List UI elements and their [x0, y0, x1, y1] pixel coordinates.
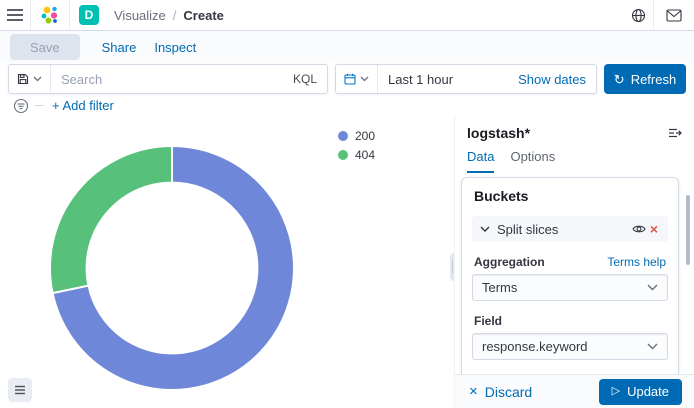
tab-data[interactable]: Data: [467, 149, 495, 173]
search-bar: KQL: [8, 64, 328, 94]
header-right-actions: [623, 0, 694, 30]
breadcrumb: Visualize / Create: [114, 8, 224, 23]
update-label: Update: [627, 384, 669, 399]
sidebar-footer: × Discard ▷ Update: [455, 374, 694, 408]
elastic-logo-icon: [41, 6, 58, 24]
filter-drop-hint: [35, 105, 44, 106]
refresh-icon: ↻: [613, 71, 625, 87]
query-language-toggle[interactable]: KQL: [283, 72, 327, 86]
chart-legend: 200 404: [338, 129, 375, 162]
date-picker: Last 1 hour Show dates: [335, 64, 597, 94]
aggregation-value: Terms: [482, 280, 518, 295]
refresh-label: Refresh: [630, 71, 677, 87]
breadcrumb-create: Create: [183, 7, 224, 23]
filter-menu-button[interactable]: [13, 98, 29, 114]
legend-toggle-button[interactable]: [8, 378, 32, 402]
pie-slice-200[interactable]: [51, 144, 295, 391]
legend-item-200[interactable]: 200: [338, 129, 375, 143]
split-slices-accordion[interactable]: Split slices ×: [472, 216, 668, 242]
buckets-section-title: Buckets: [474, 188, 529, 204]
tab-options[interactable]: Options: [510, 149, 555, 173]
search-input[interactable]: [51, 71, 283, 87]
top-header: D Visualize / Create: [0, 0, 694, 31]
hamburger-icon: [7, 8, 23, 22]
chevron-down-icon: [480, 226, 490, 232]
field-label-row: Field: [474, 314, 666, 328]
donut-chart[interactable]: [47, 143, 297, 393]
chevron-down-icon: [647, 343, 658, 350]
header-divider: [653, 0, 654, 30]
envelope-icon: [666, 8, 682, 22]
share-button[interactable]: Share: [101, 39, 137, 55]
field-select[interactable]: response.keyword: [472, 333, 668, 360]
header-divider: [30, 0, 31, 30]
save-query-icon: [17, 73, 29, 85]
collapse-sidebar-button[interactable]: [666, 125, 684, 141]
save-button[interactable]: Save: [10, 34, 80, 60]
legend-swatch: [338, 150, 348, 160]
close-icon: ×: [469, 383, 478, 400]
eye-icon: [632, 224, 646, 234]
newsfeed-button[interactable]: [654, 0, 694, 30]
chevron-down-icon: [33, 76, 42, 82]
order-by-label-row: Order by: [474, 373, 666, 374]
chevron-down-icon: [360, 76, 369, 82]
split-slices-label: Split slices: [497, 221, 559, 237]
sidebar-header: logstash*: [455, 115, 694, 147]
breadcrumb-separator: /: [172, 7, 177, 23]
space-badge[interactable]: D: [79, 5, 99, 25]
help-menu-button[interactable]: [623, 0, 653, 30]
header-divider: [69, 0, 70, 30]
visualization-editor-sidebar: logstash* Data Options Buckets Split sli…: [454, 115, 694, 408]
legend-label: 200: [355, 129, 376, 143]
close-icon: ×: [649, 221, 658, 237]
index-pattern-title: logstash*: [467, 125, 531, 141]
query-bar: KQL Last 1 hour Show dates ↻ Refresh: [0, 63, 694, 95]
refresh-button[interactable]: ↻ Refresh: [604, 64, 686, 94]
remove-bucket-button[interactable]: ×: [648, 220, 660, 238]
chevron-down-icon: [647, 284, 658, 291]
menu-right-icon: [668, 127, 682, 139]
aggregation-select[interactable]: Terms: [472, 274, 668, 301]
discard-button[interactable]: × Discard: [469, 384, 532, 400]
aggregation-label: Aggregation: [474, 255, 545, 269]
sidebar-scrollbar-thumb[interactable]: [686, 195, 690, 265]
terms-help-link[interactable]: Terms help: [607, 255, 666, 269]
breadcrumb-visualize[interactable]: Visualize: [114, 7, 166, 23]
globe-icon: [631, 8, 646, 23]
field-label: Field: [474, 314, 503, 328]
order-by-label: Order by: [474, 373, 524, 374]
buckets-card: Buckets Split slices × Aggregation Terms…: [461, 177, 679, 374]
show-dates-button[interactable]: Show dates: [518, 72, 596, 87]
calendar-icon: [344, 73, 356, 85]
play-icon: ▷: [611, 385, 621, 397]
update-button[interactable]: ▷ Update: [598, 378, 682, 405]
field-value: response.keyword: [482, 339, 588, 354]
sidebar-tabs: Data Options: [455, 147, 694, 173]
aggregation-label-row: Aggregation Terms help: [474, 255, 666, 269]
filter-bar: + Add filter: [0, 95, 694, 116]
pie-slice-404[interactable]: [49, 144, 173, 295]
date-quick-menu-button[interactable]: [336, 65, 378, 93]
legend-item-404[interactable]: 404: [338, 148, 375, 162]
visualize-toolbar: Save Share Inspect: [0, 31, 694, 63]
hamburger-menu-button[interactable]: [0, 0, 30, 30]
legend-label: 404: [355, 148, 376, 162]
toggle-visibility-button[interactable]: [630, 222, 648, 236]
legend-swatch: [338, 131, 348, 141]
inspect-button[interactable]: Inspect: [154, 39, 197, 55]
time-range-value[interactable]: Last 1 hour: [378, 72, 518, 87]
filter-icon: [13, 98, 29, 114]
discard-label: Discard: [484, 383, 533, 400]
list-icon: [14, 384, 26, 396]
elastic-logo[interactable]: [31, 0, 69, 30]
add-filter-button[interactable]: + Add filter: [52, 98, 114, 113]
saved-query-menu-button[interactable]: [9, 65, 51, 93]
main-content: 200 404 logstash* Data Options Buc: [0, 115, 694, 408]
